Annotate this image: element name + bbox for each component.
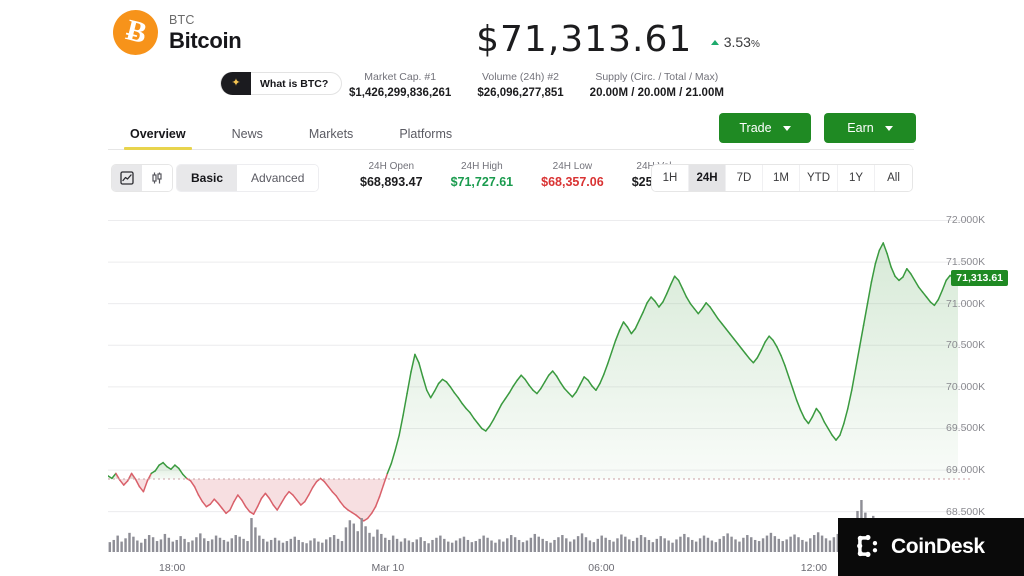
bitcoin-glyph: Ƀ xyxy=(122,12,150,50)
candlestick-chart-icon[interactable] xyxy=(142,165,172,191)
range-all[interactable]: All xyxy=(875,165,912,191)
coin-ticker: BTC xyxy=(169,12,195,27)
ohlc-value: $68,357.06 xyxy=(541,175,604,189)
what-is-btc-button[interactable]: ✦ What is BTC? xyxy=(220,72,343,95)
tab-overview[interactable]: Overview xyxy=(124,127,210,150)
stat-label: Supply (Circ. / Total / Max) xyxy=(595,71,719,83)
range-ytd[interactable]: YTD xyxy=(800,165,838,191)
coin-name-block: BTC Bitcoin xyxy=(169,12,242,53)
chevron-down-icon xyxy=(884,125,893,131)
stat-label: Market Cap. #1 xyxy=(364,71,437,83)
earn-button[interactable]: Earn xyxy=(824,113,916,143)
chevron-down-icon xyxy=(782,125,791,131)
y-axis-tick-label: 69.000K xyxy=(946,464,986,477)
stat-value: $1,426,299,836,261 xyxy=(349,87,452,99)
range-7d[interactable]: 7D xyxy=(726,165,763,191)
y-axis-tick-label: 72.000K xyxy=(946,214,986,227)
chart-toolbar: Basic Advanced 24H Open $68,893.47 24H H… xyxy=(108,160,1016,198)
range-1m[interactable]: 1M xyxy=(763,165,800,191)
mode-advanced[interactable]: Advanced xyxy=(237,165,319,191)
stat-24h-high: 24H High $71,727.61 xyxy=(437,160,528,191)
x-axis-tick-label: Mar 10 xyxy=(371,562,405,574)
earn-label: Earn xyxy=(847,121,874,135)
sparkle-icon: ✦ xyxy=(221,72,251,95)
current-price-badge: 71,313.61 xyxy=(951,269,1008,286)
ohlc-value: $68,893.47 xyxy=(360,175,423,189)
mode-basic[interactable]: Basic xyxy=(177,165,238,191)
stat-24h-low: 24H Low $68,357.06 xyxy=(527,160,618,191)
y-axis-tick-label: 71.000K xyxy=(946,297,986,310)
stat-label: Volume (24h) #2 xyxy=(481,71,560,83)
ohlc-value: $71,727.61 xyxy=(450,175,514,189)
chart-type-selector xyxy=(111,164,173,192)
price-change-value: 3.53 xyxy=(723,34,751,50)
arrow-up-icon xyxy=(710,40,719,45)
stat-supply: Supply (Circ. / Total / Max) 20.00M / 20… xyxy=(577,70,737,101)
price-change: 3.53% xyxy=(710,34,760,50)
stat-24h-open: 24H Open $68,893.47 xyxy=(346,160,437,191)
coindesk-logo-icon xyxy=(857,534,878,557)
price-chart[interactable]: 72.000K 71.500K 71.000K 70.500K 70.000K 69.50… xyxy=(108,200,1016,576)
x-axis-tick-label: 18:00 xyxy=(159,562,186,574)
line-chart-icon[interactable] xyxy=(112,165,142,191)
trade-label: Trade xyxy=(739,121,772,135)
x-axis-tick-label: 12:00 xyxy=(800,562,828,574)
coin-identity: Ƀ BTC Bitcoin xyxy=(113,10,242,55)
nav-divider xyxy=(108,149,914,150)
y-axis-tick-label: 68.500K xyxy=(946,505,986,518)
time-range-selector: 1H 24H 7D 1M YTD 1Y All xyxy=(651,164,913,192)
ohlc-label: 24H Open xyxy=(368,161,415,172)
section-nav: Overview News Markets Platforms Trade Ea… xyxy=(108,113,1016,150)
price-change-unit: % xyxy=(750,39,760,50)
chart-mode-selector: Basic Advanced xyxy=(176,164,320,192)
range-1h[interactable]: 1H xyxy=(652,165,689,191)
stat-value: $26,096,277,851 xyxy=(477,87,564,99)
page-left-gutter xyxy=(0,0,108,576)
y-axis-tick-label: 71.500K xyxy=(946,256,986,269)
current-price: $71,313.61 xyxy=(476,19,693,60)
coindesk-wordmark: CoinDesk xyxy=(891,535,985,558)
page-right-gutter xyxy=(1016,0,1024,576)
stat-market-cap: Market Cap. #1 $1,426,299,836,261 xyxy=(336,70,464,101)
stat-value: 20.00M / 20.00M / 21.00M xyxy=(589,87,724,99)
y-axis-tick-label: 69.500K xyxy=(946,422,986,435)
nav-tabs: Overview News Markets Platforms xyxy=(124,127,498,150)
price-chart-canvas[interactable] xyxy=(108,200,1016,576)
ohlc-stats: 24H Open $68,893.47 24H High $71,727.61 … xyxy=(346,160,693,191)
tab-news[interactable]: News xyxy=(231,127,263,141)
y-axis-tick-label: 70.000K xyxy=(946,380,986,393)
action-buttons: Trade Earn xyxy=(719,113,916,143)
stat-volume: Volume (24h) #2 $26,096,277,851 xyxy=(464,70,576,101)
coin-name: Bitcoin xyxy=(169,27,242,53)
y-axis-tick-label: 70.500K xyxy=(946,339,986,352)
tab-markets[interactable]: Markets xyxy=(308,127,354,141)
range-24h[interactable]: 24H xyxy=(689,165,726,191)
range-1y[interactable]: 1Y xyxy=(838,165,875,191)
x-axis-tick-label: 06:00 xyxy=(588,562,615,574)
bitcoin-logo-icon: Ƀ xyxy=(113,10,158,55)
tab-platforms[interactable]: Platforms xyxy=(399,127,453,141)
ohlc-label: 24H Low xyxy=(552,161,593,172)
market-stats: Market Cap. #1 $1,426,299,836,261 Volume… xyxy=(336,70,737,101)
coindesk-watermark: CoinDesk xyxy=(838,518,1024,576)
what-is-btc-label: What is BTC? xyxy=(260,77,329,90)
trade-button[interactable]: Trade xyxy=(719,113,811,143)
price-block: $71,313.61 3.53% xyxy=(408,18,828,62)
ohlc-label: 24H High xyxy=(460,161,503,172)
coin-header: Ƀ BTC Bitcoin ✦ What is BTC? $71,313.61 … xyxy=(108,0,1016,110)
